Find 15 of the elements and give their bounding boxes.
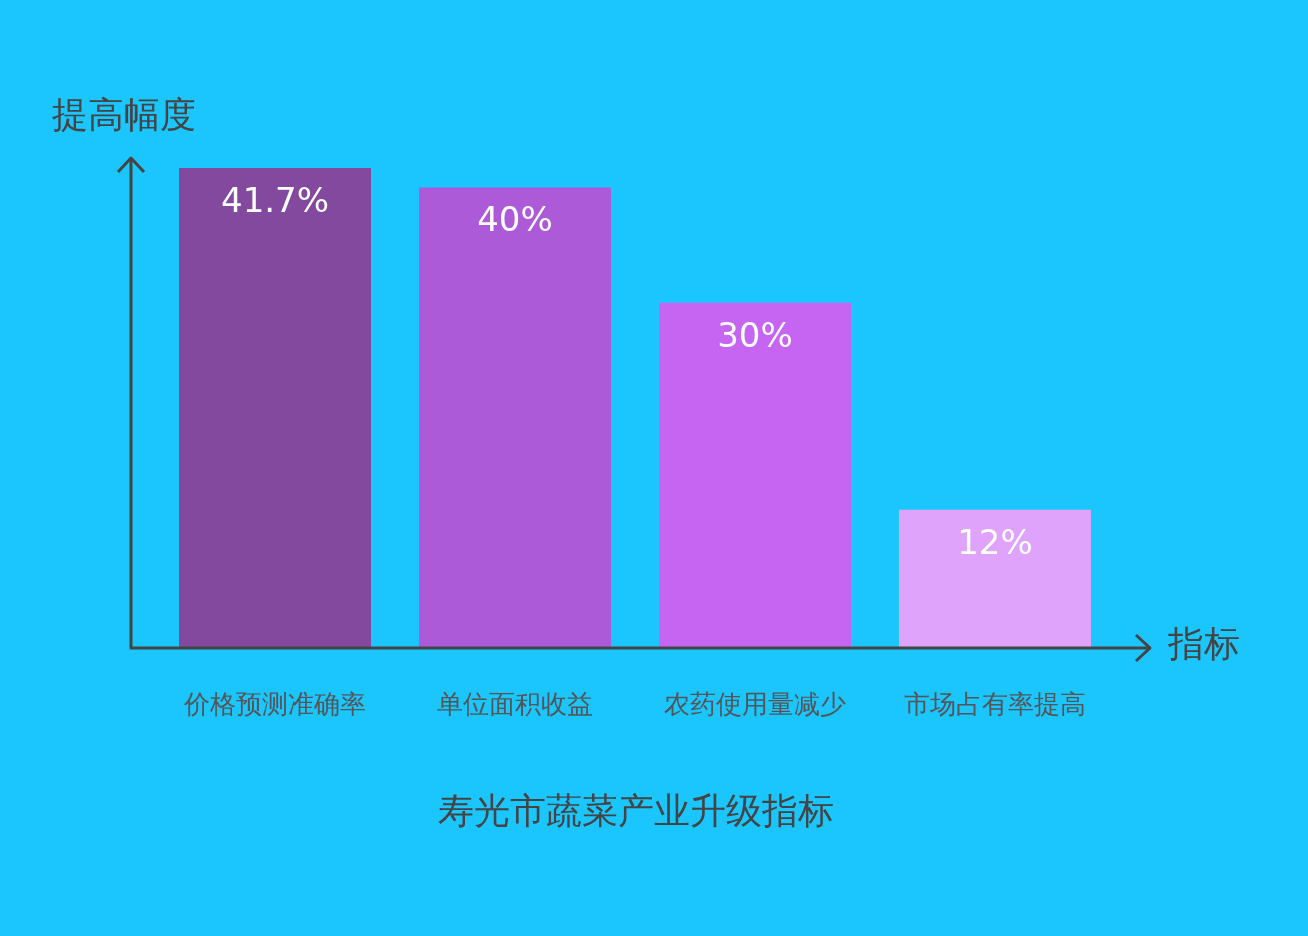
data-label: 12% — [957, 521, 1033, 562]
data-label: 30% — [717, 314, 793, 355]
x-tick-label: 价格预测准确率 — [183, 688, 366, 719]
data-label: 40% — [477, 199, 553, 240]
data-label: 41.7% — [220, 179, 330, 220]
x-axis-title: 指标 — [1167, 623, 1240, 665]
x-tick-label: 单位面积收益 — [437, 688, 593, 719]
text: 寿光市蔬菜产业升级指标 — [438, 790, 834, 832]
y-axis-title: 提高幅度 — [52, 94, 196, 136]
x-tick-label: 农药使用量减少 — [664, 688, 846, 719]
bar — [899, 509, 1091, 648]
bar — [419, 187, 611, 648]
bar — [659, 302, 851, 648]
x-tick-label: 市场占有率提高 — [904, 688, 1086, 719]
bar — [179, 168, 371, 648]
